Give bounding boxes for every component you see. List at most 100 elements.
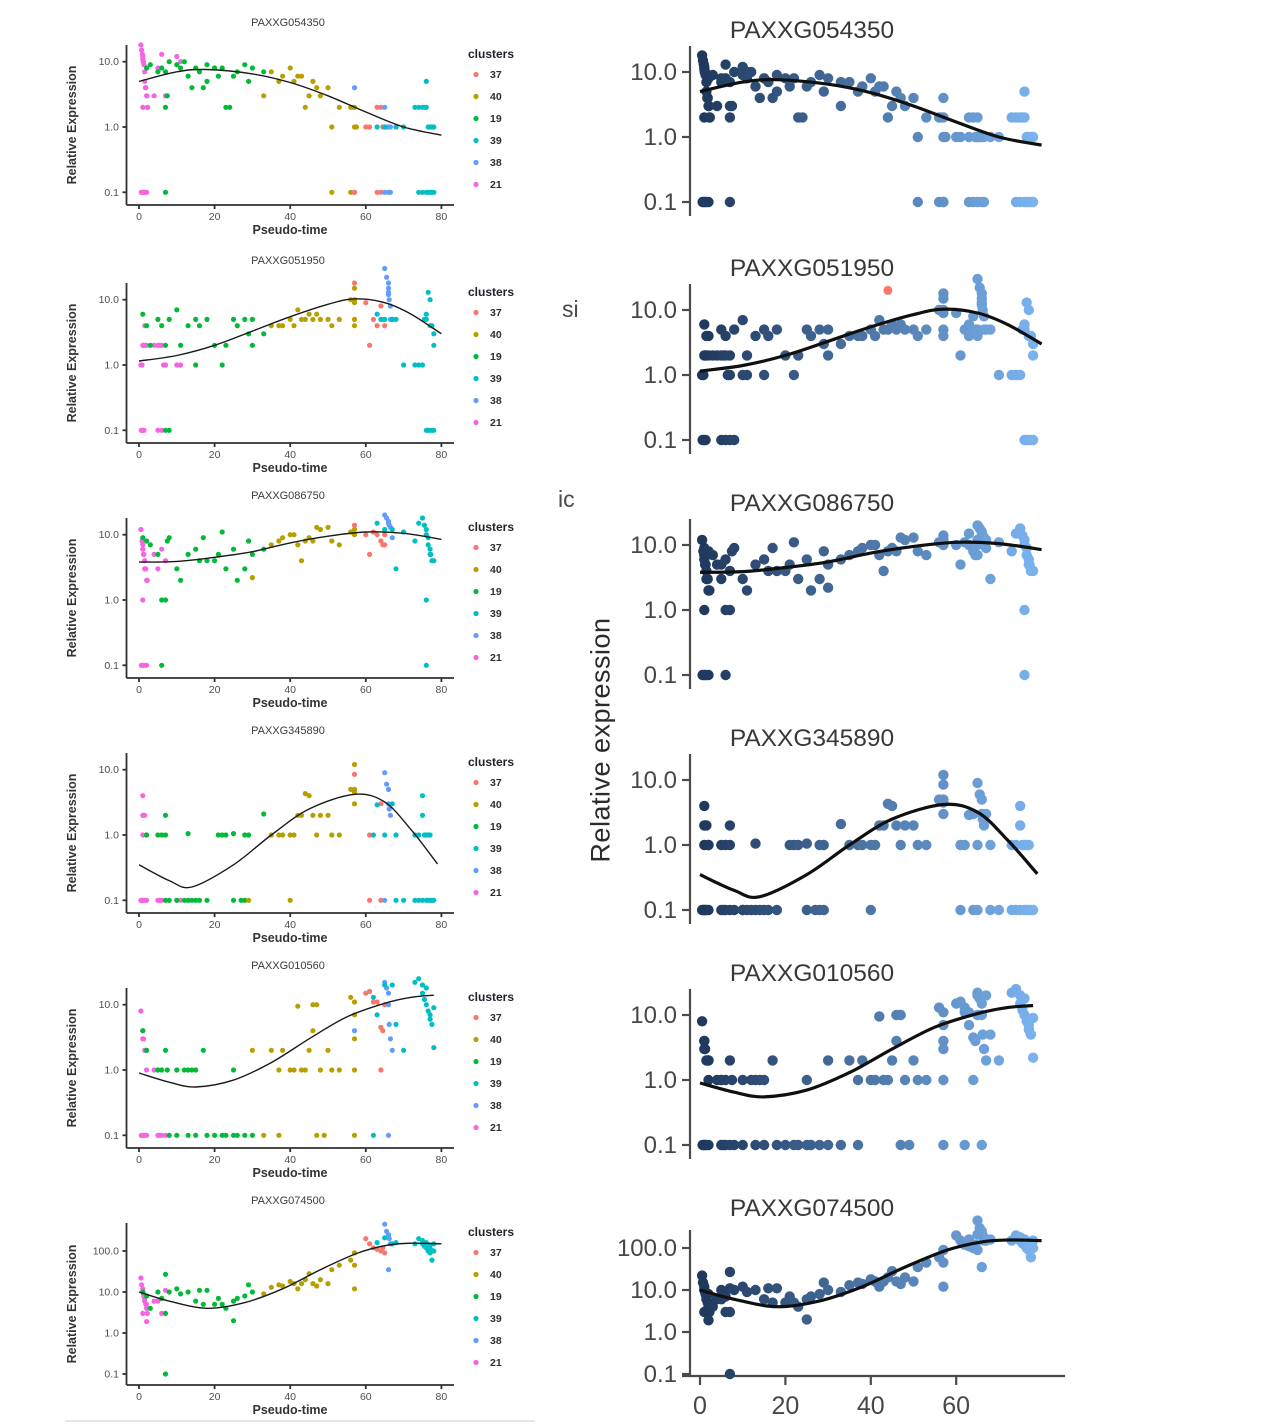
data-point (763, 330, 774, 342)
data-point (976, 794, 987, 805)
legend-label: 40 (490, 1269, 502, 1281)
data-point (771, 86, 783, 97)
data-point (389, 1047, 395, 1053)
left-panel-PAXXG345890: PAXXG345890 Relative Expression 10.0 1.0 0.1… (65, 725, 514, 945)
y-tick-label: 10.0 (630, 1277, 677, 1304)
data-point (280, 832, 286, 838)
data-point (921, 324, 932, 335)
data-point (223, 566, 229, 572)
data-point (151, 93, 157, 99)
data-point (797, 112, 808, 123)
data-point (200, 535, 206, 541)
data-point (164, 93, 170, 99)
y-tick-label: 10.0 (630, 1002, 677, 1029)
data-point (703, 1139, 714, 1151)
plot-title: PAXXG074500 (251, 1195, 325, 1207)
legend-dot (473, 845, 479, 852)
data-point (1027, 350, 1039, 361)
data-point (234, 323, 240, 329)
trend-curve (699, 1003, 1034, 1099)
data-point (416, 832, 422, 838)
trend-curve (699, 307, 1043, 373)
data-point (151, 1067, 157, 1073)
data-point (141, 551, 147, 557)
legend-label: 19 (490, 1056, 502, 1068)
data-point (196, 69, 203, 75)
right-panel-PAXXG010560: PAXXG010560 10.0 1.0 0.1 (630, 960, 1039, 1159)
data-point (423, 78, 429, 84)
data-point (980, 1055, 992, 1066)
data-point (351, 999, 358, 1005)
data-point (869, 330, 881, 342)
data-point (144, 1319, 150, 1325)
x-tick-label: 80 (436, 1154, 448, 1166)
data-point (921, 112, 932, 123)
data-point (702, 573, 713, 585)
data-point (908, 92, 919, 104)
data-point (155, 832, 161, 838)
data-point (385, 1002, 392, 1008)
data-point (963, 131, 975, 143)
data-point (155, 69, 161, 75)
data-point (351, 285, 358, 291)
data-point (219, 362, 225, 368)
legend-label: 39 (490, 1313, 502, 1325)
data-point (908, 1276, 919, 1287)
data-point (955, 350, 966, 361)
data-point (758, 369, 770, 381)
data-point (940, 131, 951, 143)
data-point (1023, 839, 1034, 851)
y-tick-label: 0.1 (104, 660, 119, 672)
data-point (174, 1286, 180, 1292)
data-point (351, 1286, 358, 1292)
data-point (703, 839, 714, 851)
data-point (720, 330, 731, 342)
data-point (985, 904, 996, 916)
legend-title: clusters (468, 755, 514, 769)
data-point (431, 1248, 437, 1254)
data-point (425, 542, 431, 548)
data-point (140, 1036, 147, 1042)
data-point (363, 124, 369, 130)
data-point (193, 362, 199, 368)
data-point (351, 522, 358, 528)
legend-label: 38 (490, 395, 502, 407)
trend-curve (138, 68, 442, 136)
stray-data-point (883, 285, 893, 295)
right-y-axis-label: Relative expression (585, 617, 616, 863)
data-point (814, 69, 825, 81)
data-point (699, 319, 710, 330)
x-axis-label: Pseudo-time (252, 931, 327, 945)
right-panel-PAXXG086750: PAXXG086750 10.0 1.0 0.1 (630, 490, 1042, 689)
data-point (431, 1045, 437, 1051)
data-point (193, 316, 199, 322)
data-point (763, 1283, 774, 1294)
data-point (729, 66, 740, 78)
data-point (699, 1306, 710, 1318)
data-point (212, 1301, 218, 1307)
trend-curve (138, 298, 442, 362)
data-point (374, 1240, 380, 1246)
data-point (707, 1301, 718, 1312)
data-point (412, 362, 418, 368)
left-panel-PAXXG054350: PAXXG054350 Relative Expression 10.0 1.0 0.1… (65, 17, 514, 237)
data-point (976, 1261, 987, 1273)
left-panel-PAXXG074500: PAXXG074500 Relative Expression 100.0 10.0 1… (65, 1195, 514, 1417)
data-point (382, 770, 388, 776)
x-tick-label: 60 (360, 919, 372, 931)
data-point (412, 104, 418, 110)
data-point (427, 1016, 433, 1022)
data-point (385, 786, 392, 792)
data-point (302, 316, 308, 322)
data-point (268, 69, 274, 75)
data-point (162, 342, 169, 348)
data-point (351, 280, 358, 286)
data-point (193, 1298, 199, 1304)
data-point (389, 526, 395, 533)
data-point (993, 904, 1005, 916)
data-point (955, 559, 966, 570)
data-point (374, 104, 380, 110)
data-point (329, 1067, 335, 1073)
data-point (268, 1047, 274, 1053)
data-point (348, 1257, 354, 1263)
